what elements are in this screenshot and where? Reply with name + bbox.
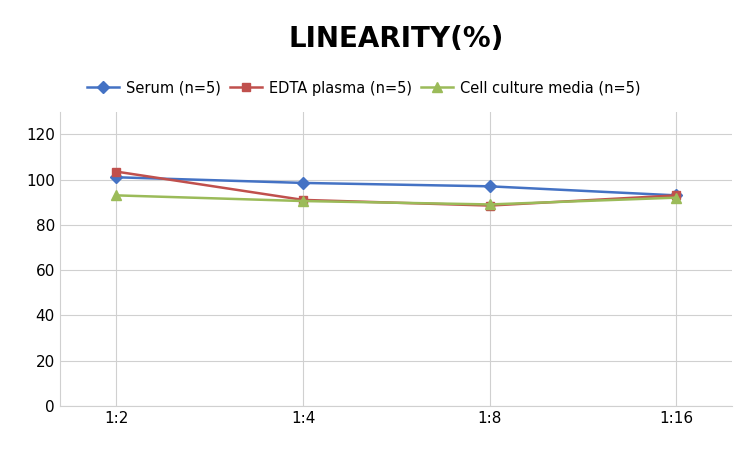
Serum (n=5) xyxy=(485,184,495,189)
Legend: Serum (n=5), EDTA plasma (n=5), Cell culture media (n=5): Serum (n=5), EDTA plasma (n=5), Cell cul… xyxy=(81,75,647,101)
Cell culture media (n=5) xyxy=(672,195,681,200)
Line: EDTA plasma (n=5): EDTA plasma (n=5) xyxy=(112,167,680,210)
Serum (n=5) xyxy=(112,175,121,180)
Text: LINEARITY(%): LINEARITY(%) xyxy=(288,25,504,53)
Cell culture media (n=5) xyxy=(298,198,307,204)
EDTA plasma (n=5) xyxy=(298,197,307,202)
Serum (n=5) xyxy=(298,180,307,186)
Line: Cell culture media (n=5): Cell culture media (n=5) xyxy=(112,190,681,209)
Line: Serum (n=5): Serum (n=5) xyxy=(112,173,680,199)
Cell culture media (n=5) xyxy=(485,202,495,207)
EDTA plasma (n=5) xyxy=(112,169,121,175)
Serum (n=5) xyxy=(672,193,681,198)
EDTA plasma (n=5) xyxy=(485,203,495,208)
Cell culture media (n=5) xyxy=(112,193,121,198)
EDTA plasma (n=5) xyxy=(672,193,681,198)
